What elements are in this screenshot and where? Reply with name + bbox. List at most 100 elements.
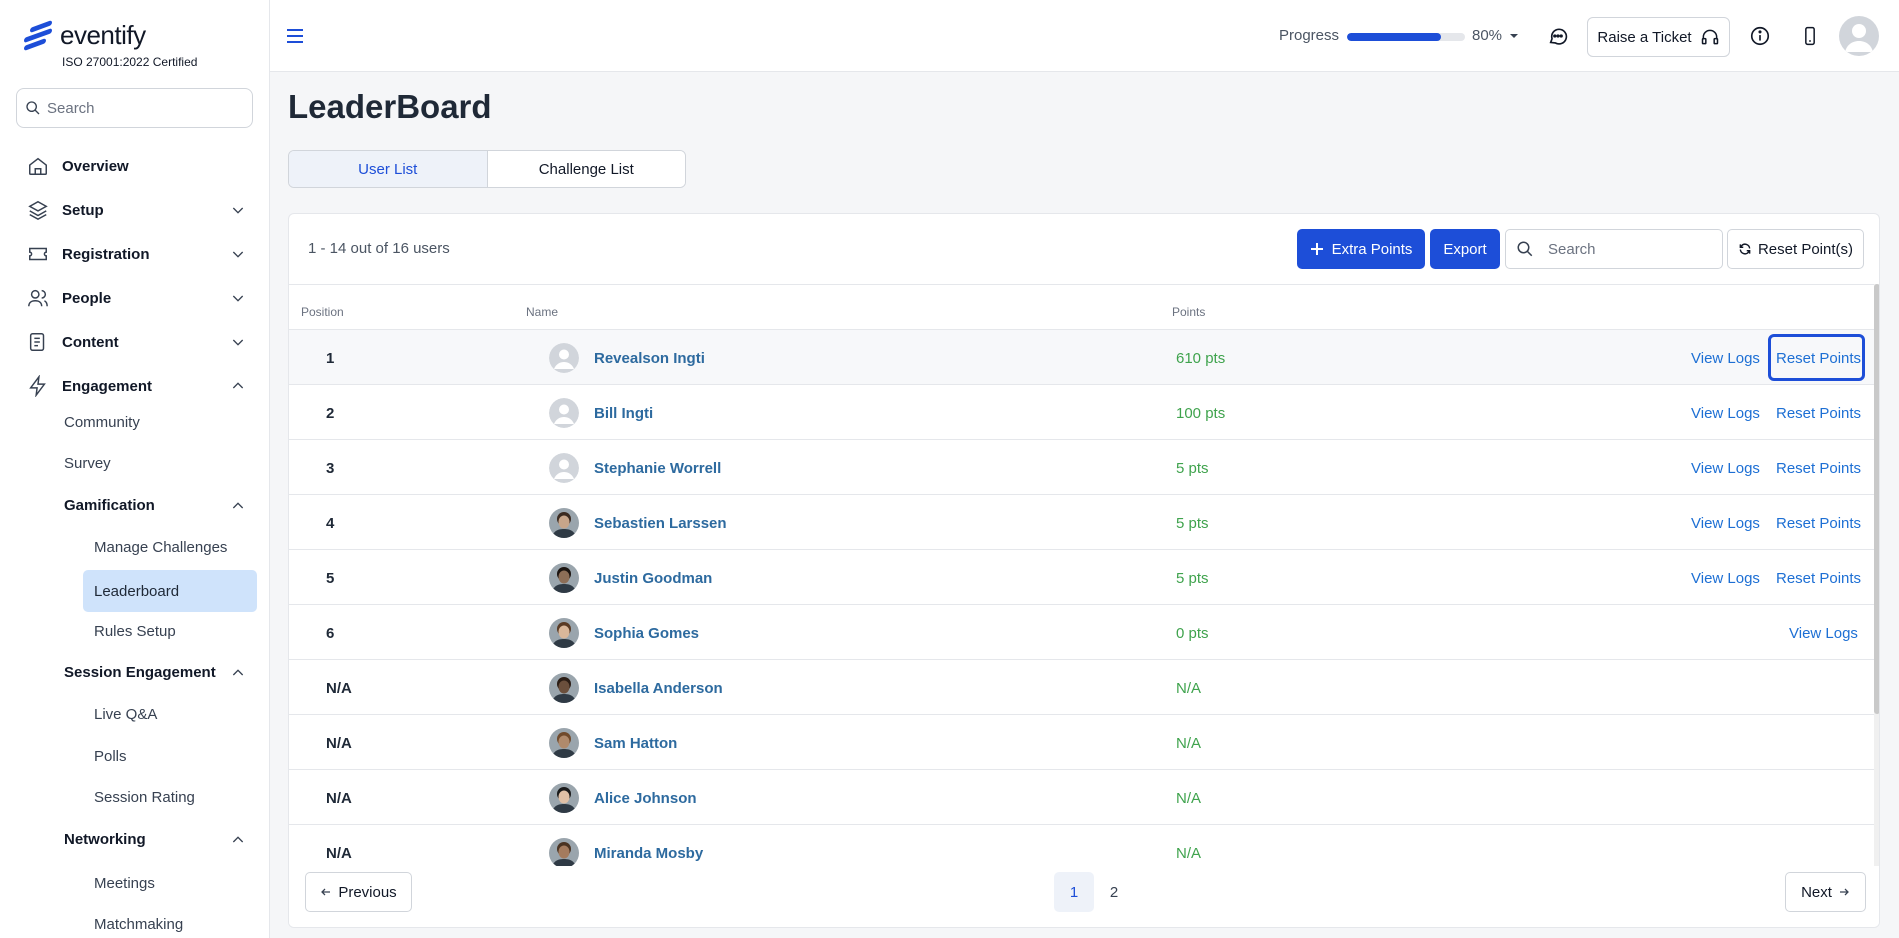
view-logs-link[interactable]: View Logs	[1789, 625, 1858, 642]
plus-icon	[1310, 243, 1323, 255]
sidebar-item-engagement[interactable]: Engagement	[26, 372, 246, 400]
sidebar-item-matchmaking[interactable]: Matchmaking	[94, 916, 184, 933]
lightning-icon	[26, 374, 50, 398]
points-cell: 100 pts	[1176, 405, 1226, 422]
position-cell: N/A	[326, 735, 352, 752]
sidebar-item-registration[interactable]: Registration	[26, 240, 246, 268]
next-button[interactable]: Next	[1785, 872, 1866, 912]
user-name-link[interactable]: Sophia Gomes	[594, 625, 700, 642]
view-logs-link[interactable]: View Logs	[1691, 405, 1760, 422]
user-name-link[interactable]: Revealson Ingti	[594, 350, 705, 367]
table-row: 4 Sebastien Larssen 5 pts View Logs Reset Po…	[289, 495, 1874, 550]
sidebar-item-rules-setup[interactable]: Rules Setup	[94, 623, 176, 640]
tab-user-list[interactable]: User List	[289, 151, 488, 187]
user-avatar[interactable]	[1839, 16, 1879, 56]
sidebar-search-input[interactable]	[47, 99, 237, 117]
tab-challenge-list[interactable]: Challenge List	[487, 151, 685, 187]
sidebar-item-label: Content	[62, 333, 119, 351]
reset-points-link[interactable]: Reset Points	[1776, 570, 1862, 587]
view-logs-link[interactable]: View Logs	[1691, 515, 1760, 532]
view-logs-link[interactable]: View Logs	[1691, 350, 1760, 367]
chat-icon[interactable]	[1546, 24, 1570, 48]
sidebar-item-community[interactable]: Community	[64, 414, 140, 431]
sidebar-item-gamification[interactable]: Gamification	[64, 497, 246, 514]
sidebar-item-polls[interactable]: Polls	[94, 748, 127, 765]
sidebar-item-people[interactable]: People	[26, 284, 246, 312]
reset-points-link[interactable]: Reset Points	[1776, 515, 1862, 532]
table-row: 1 Revealson Ingti 610 pts View Logs Reset Po…	[289, 330, 1874, 385]
chevron-up-icon	[232, 668, 244, 675]
sidebar-item-live-qa[interactable]: Live Q&A	[94, 706, 158, 723]
user-name-link[interactable]: Bill Ingti	[594, 405, 654, 422]
user-name-link[interactable]: Alice Johnson	[594, 790, 697, 807]
points-cell: N/A	[1176, 790, 1202, 807]
raise-ticket-label: Raise a Ticket	[1597, 28, 1692, 46]
table-scrollbar[interactable]	[1874, 284, 1879, 866]
user-search[interactable]	[1505, 229, 1723, 269]
raise-ticket-button[interactable]: Raise a Ticket	[1587, 17, 1730, 57]
sidebar-item-session-engagement[interactable]: Session Engagement	[64, 664, 246, 681]
user-avatar	[549, 673, 579, 703]
export-button[interactable]: Export	[1430, 229, 1500, 269]
chevron-up-icon	[232, 501, 244, 508]
info-icon[interactable]	[1748, 24, 1772, 48]
leaderboard-rows: 1 Revealson Ingti 610 pts View Logs Reset Po…	[289, 330, 1874, 880]
eventify-logo[interactable]: eventify	[24, 19, 146, 51]
user-name-link[interactable]: Stephanie Worrell	[594, 460, 722, 477]
sidebar-item-overview[interactable]: Overview	[26, 152, 246, 180]
sidebar-item-manage-challenges[interactable]: Manage Challenges	[94, 539, 228, 556]
sidebar-item-setup[interactable]: Setup	[26, 196, 246, 224]
brand-name: eventify	[60, 20, 146, 50]
header-position[interactable]: Position	[301, 305, 344, 319]
page-1-button[interactable]: 1	[1054, 872, 1094, 912]
sidebar-item-leaderboard[interactable]: Leaderboard	[83, 570, 257, 612]
caret-down-icon[interactable]	[1508, 31, 1520, 41]
user-name-link[interactable]: Miranda Mosby	[594, 845, 704, 862]
table-row: N/A Alice Johnson N/A	[289, 770, 1874, 825]
previous-button[interactable]: Previous	[305, 872, 412, 912]
user-name-link[interactable]: Sam Hatton	[594, 735, 678, 752]
reset-points-link[interactable]: Reset Points	[1776, 460, 1862, 477]
next-label: Next	[1801, 883, 1832, 901]
user-avatar	[549, 508, 579, 538]
iso-certification: ISO 27001:2022 Certified	[62, 55, 198, 69]
reset-all-points-button[interactable]: Reset Point(s)	[1727, 229, 1864, 269]
points-cell: N/A	[1176, 845, 1202, 862]
focus-ring	[1768, 334, 1865, 381]
sidebar-item-survey[interactable]: Survey	[64, 455, 111, 472]
user-avatar	[549, 563, 579, 593]
headphones-icon	[1701, 29, 1718, 45]
position-cell: N/A	[326, 680, 352, 697]
chevron-down-icon	[232, 339, 244, 346]
scrollbar-thumb[interactable]	[1874, 284, 1879, 714]
user-name-link[interactable]: Sebastien Larssen	[594, 515, 727, 532]
points-cell: N/A	[1176, 680, 1202, 697]
extra-points-button[interactable]: Extra Points	[1297, 229, 1425, 269]
sidebar-item-label: Setup	[62, 201, 104, 219]
view-logs-link[interactable]: View Logs	[1691, 460, 1760, 477]
sidebar-item-networking[interactable]: Networking	[64, 831, 246, 848]
sidebar-item-label: Session Engagement	[64, 664, 216, 681]
search-icon	[1517, 241, 1533, 257]
sidebar-item-meetings[interactable]: Meetings	[94, 875, 155, 892]
user-search-input[interactable]	[1548, 240, 1718, 258]
results-count: 1 - 14 out of 16 users	[308, 240, 450, 257]
view-logs-link[interactable]: View Logs	[1691, 570, 1760, 587]
chevron-down-icon	[232, 251, 244, 258]
sidebar-search[interactable]	[16, 88, 253, 128]
user-name-link[interactable]: Justin Goodman	[594, 570, 713, 587]
sidebar-item-session-rating[interactable]: Session Rating	[94, 789, 195, 806]
reset-points-link[interactable]: Reset Points	[1776, 350, 1862, 367]
hamburger-menu-icon[interactable]	[286, 28, 304, 44]
header-name[interactable]: Name	[526, 305, 559, 319]
page-2-button[interactable]: 2	[1109, 883, 1119, 901]
sidebar-item-content[interactable]: Content	[26, 328, 246, 356]
table-row: N/A Sam Hatton N/A	[289, 715, 1874, 770]
points-cell: N/A	[1176, 735, 1202, 752]
user-name-link[interactable]: Isabella Anderson	[594, 680, 723, 697]
header-points[interactable]: Points	[1172, 305, 1206, 319]
arrow-right-icon	[1839, 888, 1849, 896]
reset-points-link[interactable]: Reset Points	[1776, 405, 1862, 422]
mobile-phone-icon[interactable]	[1798, 24, 1822, 48]
previous-label: Previous	[338, 883, 397, 901]
